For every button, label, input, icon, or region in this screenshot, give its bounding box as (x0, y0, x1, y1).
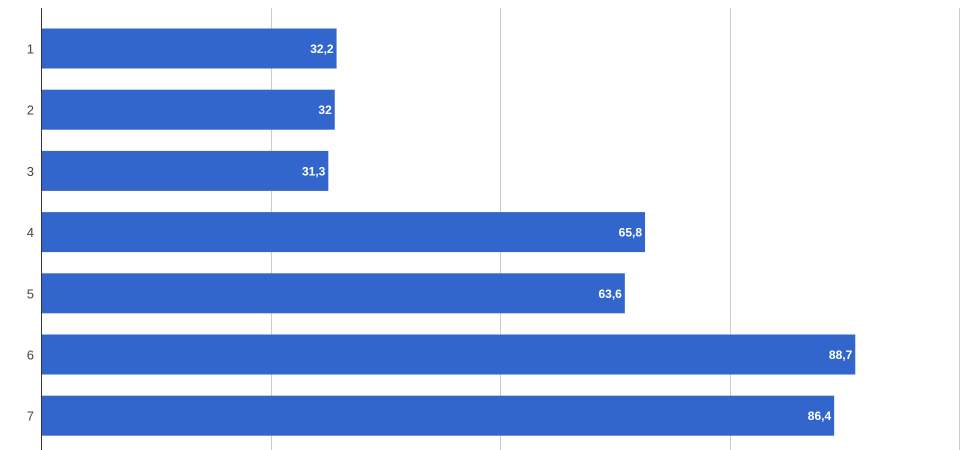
y-tick-label-2: 2 (27, 103, 34, 118)
value-label-4: 65,8 (619, 226, 643, 240)
value-label-3: 31,3 (302, 164, 326, 178)
y-tick-label-3: 3 (27, 164, 34, 179)
y-tick-label-7: 7 (27, 409, 34, 424)
value-label-6: 88,7 (829, 348, 853, 362)
bar-6 (41, 334, 856, 375)
bar-3 (41, 150, 329, 191)
bar-4 (41, 212, 646, 253)
bar-2 (41, 89, 335, 130)
bar-7 (41, 395, 835, 436)
y-tick-label-6: 6 (27, 348, 34, 363)
bar-1 (41, 28, 337, 69)
bar-5 (41, 273, 625, 314)
value-label-7: 86,4 (808, 409, 832, 423)
bars (41, 28, 856, 436)
y-tick-label-4: 4 (27, 225, 34, 240)
value-label-5: 63,6 (598, 287, 622, 301)
value-label-1: 32,2 (310, 42, 334, 56)
value-label-2: 32 (318, 103, 332, 117)
data-labels: 32,2 32 31,3 65,8 63,6 88,7 86,4 (302, 42, 853, 423)
y-axis-ticks: 1 2 3 4 5 6 7 (27, 42, 34, 424)
y-tick-label-5: 5 (27, 286, 34, 301)
y-tick-label-1: 1 (27, 42, 34, 57)
